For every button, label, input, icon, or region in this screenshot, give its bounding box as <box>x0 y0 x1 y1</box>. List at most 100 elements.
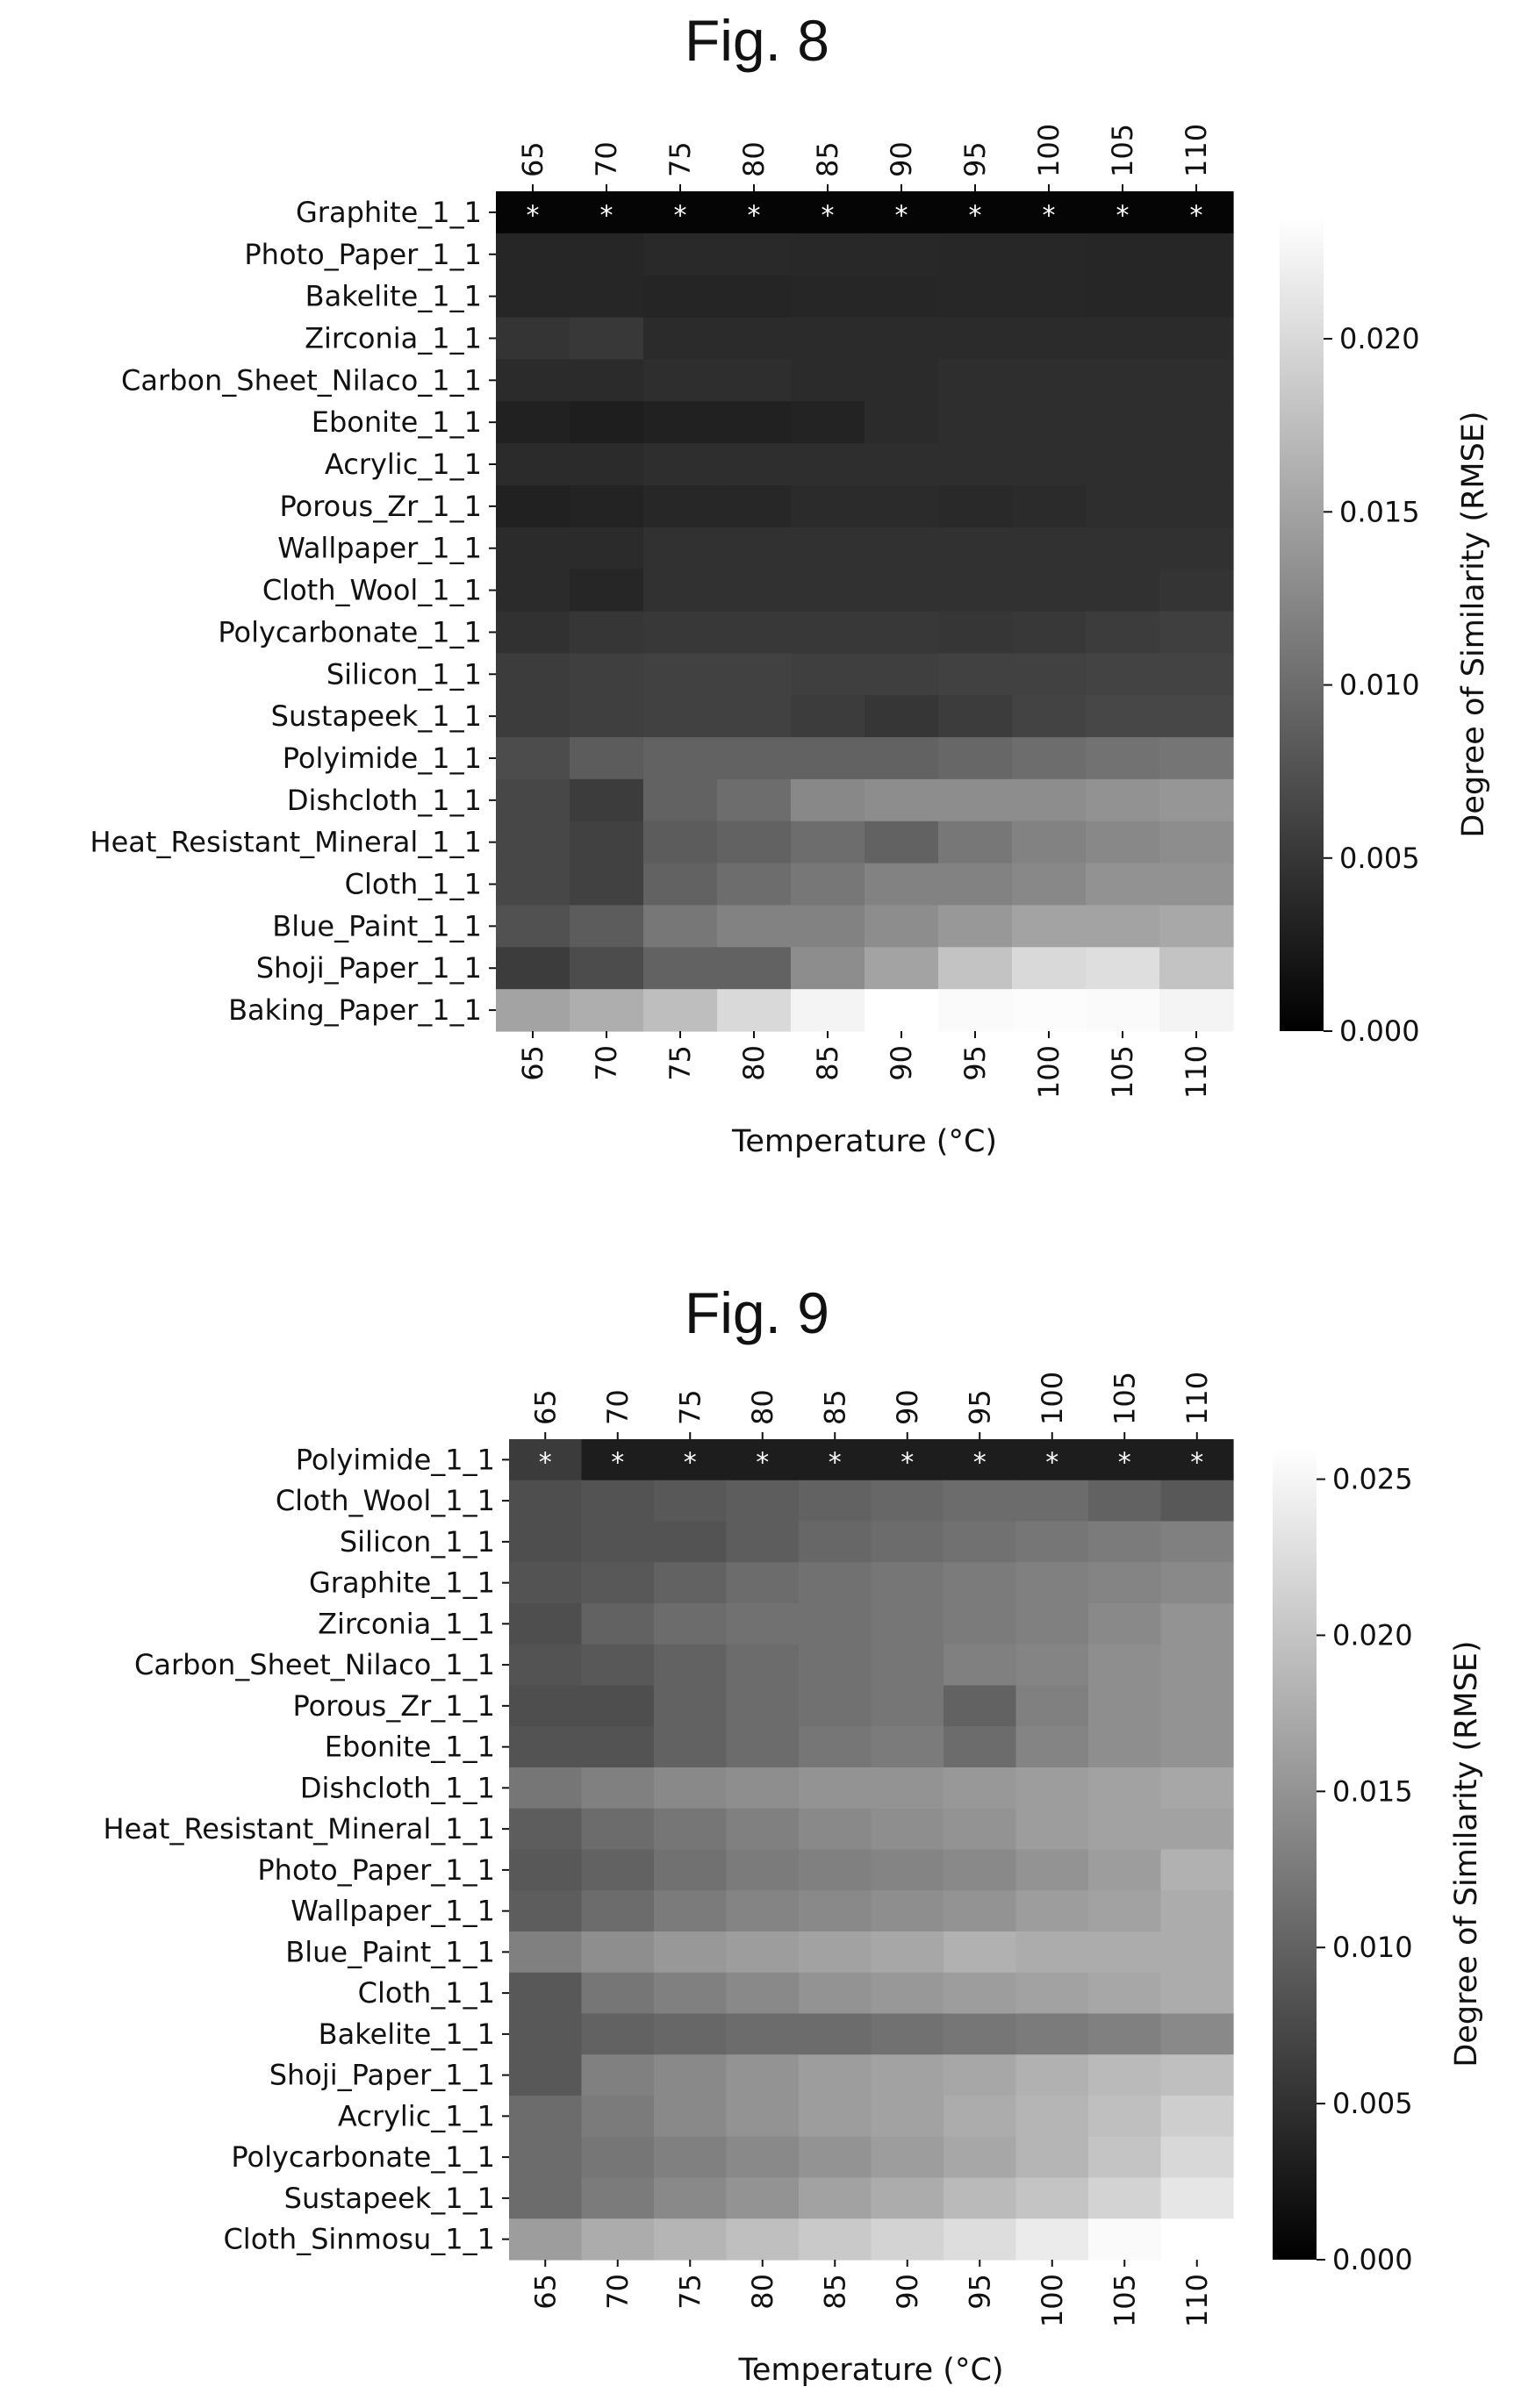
heatmap-cell <box>938 863 1013 907</box>
heatmap-cell <box>865 484 939 528</box>
heatmap-cell <box>726 1808 800 1851</box>
heatmap-cell <box>1015 1808 1089 1851</box>
heatmap-cell <box>581 2218 655 2261</box>
heatmap-cell <box>1086 821 1160 864</box>
heatmap-cell <box>865 905 939 948</box>
heatmap-cell <box>938 737 1013 780</box>
heatmap-cell <box>799 1726 872 1768</box>
heatmap-cell <box>654 2177 728 2219</box>
heatmap-cell <box>654 1603 728 1645</box>
heatmap-cell <box>726 1685 800 1727</box>
heatmap-cell <box>654 1644 728 1687</box>
heatmap-cell <box>1160 1521 1234 1563</box>
heatmap-cell <box>1159 989 1234 1032</box>
heatmap-cell <box>654 1521 728 1563</box>
heatmap-cell <box>654 2218 728 2261</box>
heatmap-cell <box>643 191 718 234</box>
heatmap-cell <box>944 2013 1017 2055</box>
heatmap-cell <box>938 778 1013 822</box>
heatmap-cell <box>944 1931 1017 1974</box>
heatmap-cell <box>799 1439 872 1481</box>
heatmap-cell <box>496 863 570 907</box>
col-label-bottom: 100 <box>1036 2274 1069 2327</box>
colorbar-tick-label: 0.025 <box>1332 1463 1413 1496</box>
heatmap-cell <box>1012 863 1087 907</box>
col-label-top: 65 <box>516 141 549 177</box>
heatmap-cell <box>1160 1808 1234 1851</box>
heatmap-cell <box>1088 2136 1162 2179</box>
col-label-bottom: 80 <box>746 2274 779 2310</box>
heatmap-cell <box>799 2136 872 2179</box>
heatmap-cell <box>654 1767 728 1810</box>
heatmap-cell <box>496 611 570 654</box>
heatmap-cell <box>570 905 644 948</box>
heatmap-cell <box>509 1562 583 1604</box>
heatmap-cell <box>1160 1931 1234 1974</box>
heatmap-cell <box>799 1480 872 1523</box>
heatmap-cell <box>1012 737 1087 780</box>
heatmap-cell <box>1088 2096 1162 2138</box>
col-label-top: 100 <box>1036 1372 1069 1425</box>
heatmap-cell <box>938 401 1013 444</box>
heatmap-cell <box>1015 1767 1089 1810</box>
heatmap-cell <box>1088 1808 1162 1851</box>
heatmap-cell <box>643 317 718 360</box>
heatmap-cell <box>570 443 644 486</box>
heatmap-cell <box>509 2177 583 2219</box>
col-label-top: 95 <box>963 1389 996 1425</box>
col-label-top: 65 <box>528 1389 562 1425</box>
heatmap-cell <box>726 1767 800 1810</box>
heatmap-cell <box>570 527 644 570</box>
heatmap-cell <box>938 484 1013 528</box>
heatmap-cell <box>791 275 865 319</box>
heatmap-cell <box>643 527 718 570</box>
row-label: Ebonite_1_1 <box>325 1731 495 1764</box>
row-label: Zirconia_1_1 <box>305 321 482 355</box>
row-label: Cloth_1_1 <box>345 868 482 901</box>
heatmap-cell <box>1086 695 1160 738</box>
heatmap-cell <box>944 1685 1017 1727</box>
heatmap-cell <box>1088 2054 1162 2096</box>
heatmap-cell <box>799 1685 872 1727</box>
heatmap-cell <box>1012 443 1087 486</box>
row-label: Silicon_1_1 <box>340 1525 495 1559</box>
heatmap-cell <box>1088 1890 1162 1932</box>
heatmap-cell <box>865 778 939 822</box>
row-label: Polycarbonate_1_1 <box>231 2140 495 2174</box>
heatmap-cell <box>938 695 1013 738</box>
heatmap-cell <box>1160 1972 1234 2015</box>
heatmap-cell <box>570 821 644 864</box>
heatmap-cell <box>509 1767 583 1810</box>
heatmap-cell <box>1086 989 1160 1032</box>
heatmap-cell <box>717 233 792 276</box>
heatmap-cell <box>570 778 644 822</box>
heatmap-cell <box>1088 1767 1162 1810</box>
heatmap-cell <box>570 737 644 780</box>
heatmap-cell <box>643 863 718 907</box>
row-label: Photo_Paper_1_1 <box>244 238 482 271</box>
heatmap-cell <box>1086 484 1160 528</box>
col-label-bottom: 95 <box>963 2274 996 2310</box>
heatmap-cell <box>509 1480 583 1523</box>
heatmap-cell <box>581 1480 655 1523</box>
row-label: Porous_Zr_1_1 <box>279 490 482 523</box>
heatmap-cell <box>1159 359 1234 402</box>
col-label-bottom: 85 <box>811 1045 844 1081</box>
heatmap-cell <box>871 1808 944 1851</box>
heatmap-cell <box>799 2218 872 2261</box>
heatmap-cell <box>509 1644 583 1687</box>
col-label-bottom: 100 <box>1032 1045 1066 1099</box>
best-match-marker: * <box>969 200 982 231</box>
col-label-top: 100 <box>1032 124 1066 177</box>
best-match-marker: * <box>527 200 540 231</box>
heatmap-cell <box>791 443 865 486</box>
col-label-bottom: 70 <box>590 1045 623 1081</box>
heatmap-cell <box>643 695 718 738</box>
heatmap-cell <box>1159 863 1234 907</box>
heatmap-cell <box>938 611 1013 654</box>
heatmap-cell <box>717 695 792 738</box>
heatmap-cell <box>865 527 939 570</box>
heatmap-cell <box>791 778 865 822</box>
heatmap-cell <box>654 1972 728 2015</box>
heatmap-cell <box>1086 947 1160 990</box>
